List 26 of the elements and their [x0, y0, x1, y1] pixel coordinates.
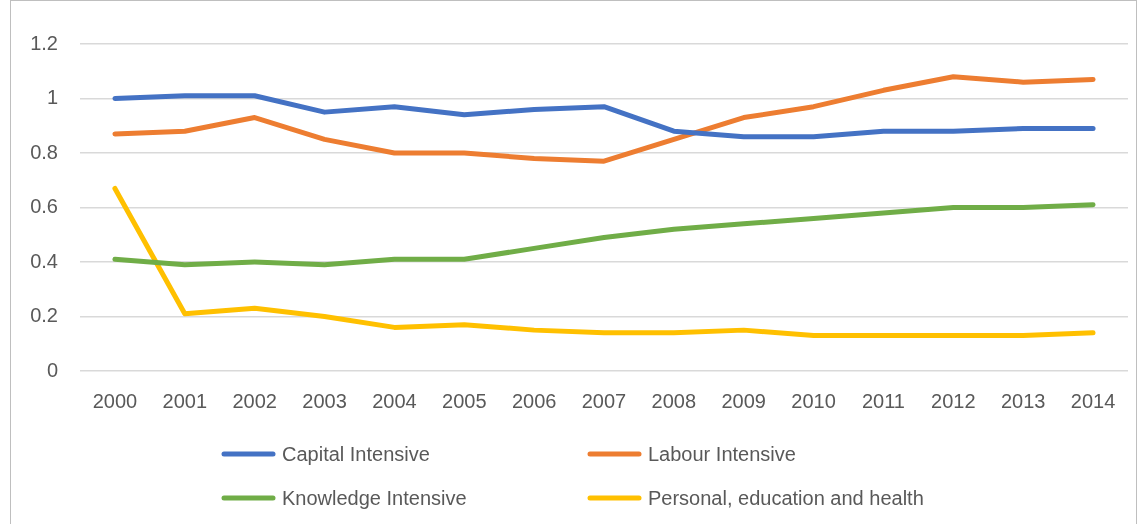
- legend-label: Capital Intensive: [282, 442, 430, 465]
- y-tick-label: 0: [46, 358, 58, 381]
- x-tick-label: 2010: [791, 389, 836, 412]
- x-tick-label: 2005: [442, 389, 487, 412]
- legend-label: Labour Intensive: [648, 442, 796, 465]
- x-tick-label: 2013: [1000, 389, 1046, 412]
- y-tick-label: 0.8: [30, 140, 58, 163]
- y-tick-label: 0.4: [30, 249, 58, 272]
- x-tick-label: 2007: [581, 389, 627, 412]
- x-tick-label: 2003: [302, 389, 347, 412]
- x-tick-label: 2000: [92, 389, 138, 412]
- legend-label: Knowledge Intensive: [282, 486, 467, 509]
- x-tick-label: 2014: [1070, 389, 1116, 412]
- y-tick-label: 0.2: [30, 304, 58, 327]
- y-tick-label: 1: [46, 86, 58, 109]
- x-tick-label: 2012: [931, 389, 976, 412]
- x-tick-label: 2006: [511, 389, 557, 412]
- x-tick-label: 2009: [721, 389, 766, 412]
- y-tick-label: 1.2: [30, 31, 58, 54]
- x-tick-label: 2002: [232, 389, 277, 412]
- legend-label: Personal, education and health: [648, 486, 924, 509]
- x-tick-label: 2008: [651, 389, 697, 412]
- x-tick-label: 2001: [162, 389, 208, 412]
- x-tick-label: 2011: [861, 389, 905, 412]
- x-tick-label: 2004: [372, 389, 417, 412]
- y-tick-label: 0.6: [30, 195, 58, 218]
